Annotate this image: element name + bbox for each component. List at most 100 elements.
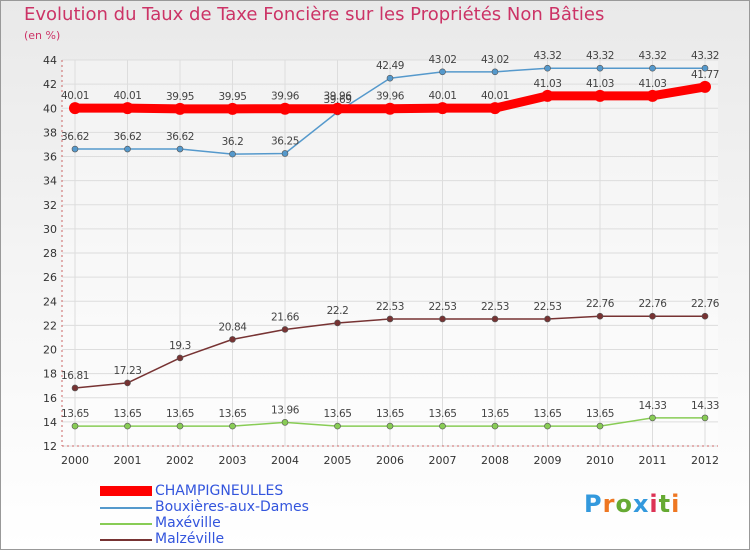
x-tick-label: 2012 xyxy=(691,454,719,467)
x-tick-label: 2006 xyxy=(376,454,404,467)
data-label: 42.49 xyxy=(376,60,404,72)
data-point xyxy=(439,422,446,430)
data-point xyxy=(386,315,394,323)
logo-letter: x xyxy=(632,490,650,518)
data-label: 13.65 xyxy=(376,408,404,420)
data-label: 22.76 xyxy=(691,298,720,310)
data-point xyxy=(646,89,659,102)
legend-swatch-malzeville xyxy=(100,539,152,541)
data-label: 22.76 xyxy=(638,298,667,310)
data-point xyxy=(701,414,709,422)
data-point xyxy=(491,315,499,323)
y-tick-label: 14 xyxy=(43,416,57,429)
data-label: 13.65 xyxy=(113,408,141,420)
data-point xyxy=(649,312,656,320)
data-label: 13.65 xyxy=(166,408,194,420)
data-point xyxy=(491,68,499,76)
x-tick-label: 2007 xyxy=(429,454,457,467)
data-point xyxy=(384,102,396,115)
x-tick-label: 2009 xyxy=(534,454,562,467)
data-label: 22.53 xyxy=(428,301,456,313)
legend-swatch-champigneulles xyxy=(100,486,152,496)
logo-letter: i xyxy=(671,490,681,518)
legend-label-champigneulles: CHAMPIGNEULLES xyxy=(155,483,284,499)
data-point xyxy=(544,422,551,430)
data-point xyxy=(124,422,131,430)
data-label: 36.62 xyxy=(61,131,89,143)
y-tick-label: 36 xyxy=(43,151,57,164)
y-tick-label: 22 xyxy=(43,319,57,332)
data-point xyxy=(544,64,551,72)
data-label: 17.23 xyxy=(113,365,141,377)
legend-label-malzeville: Malzéville xyxy=(155,531,225,547)
data-point xyxy=(71,145,79,153)
data-label: 39.95 xyxy=(166,91,194,103)
y-tick-label: 38 xyxy=(43,126,57,139)
legend-label-maxeville: Maxéville xyxy=(155,515,221,531)
logo-letter: P xyxy=(584,490,603,518)
data-label: 36.2 xyxy=(222,136,244,148)
data-label: 36.62 xyxy=(166,131,194,143)
data-point xyxy=(229,336,236,343)
data-label: 13.65 xyxy=(218,408,246,420)
data-point xyxy=(489,102,501,115)
data-label: 22.53 xyxy=(481,301,509,313)
x-tick-label: 2010 xyxy=(586,454,614,467)
data-label: 41.03 xyxy=(533,78,561,90)
data-label: 39.96 xyxy=(323,91,352,103)
x-tick-label: 2003 xyxy=(219,454,247,467)
x-tick-label: 2004 xyxy=(271,454,299,467)
data-label: 39.69 xyxy=(323,94,351,106)
logo-letter: r xyxy=(602,490,616,518)
data-point xyxy=(596,64,604,72)
data-label: 39.96 xyxy=(376,91,405,103)
data-point xyxy=(649,414,656,422)
data-point xyxy=(541,89,554,102)
y-tick-label: 32 xyxy=(43,199,57,212)
data-label: 40.01 xyxy=(428,90,456,102)
data-label: 13.65 xyxy=(586,408,614,420)
data-point xyxy=(226,102,239,115)
data-point xyxy=(124,145,131,153)
x-tick-label: 2002 xyxy=(166,454,194,467)
chart-subtitle: (en %) xyxy=(24,29,61,42)
data-label: 13.96 xyxy=(271,404,300,416)
data-label: 43.32 xyxy=(691,50,719,62)
data-label: 13.65 xyxy=(323,408,351,420)
y-tick-label: 16 xyxy=(43,392,57,405)
data-label: 41.03 xyxy=(638,78,666,90)
data-point xyxy=(699,80,711,93)
y-tick-label: 24 xyxy=(43,295,57,308)
logo-letter: o xyxy=(615,490,633,518)
data-point xyxy=(174,102,186,115)
x-tick-label: 2001 xyxy=(114,454,142,467)
data-point xyxy=(701,64,709,72)
y-tick-label: 44 xyxy=(43,54,57,67)
data-label: 40.01 xyxy=(481,90,509,102)
data-point xyxy=(279,102,291,115)
data-point xyxy=(334,319,341,327)
data-label: 43.02 xyxy=(481,54,509,66)
data-label: 39.95 xyxy=(218,91,246,103)
data-point xyxy=(491,422,499,430)
data-label: 20.84 xyxy=(218,321,247,333)
x-tick-label: 2005 xyxy=(324,454,352,467)
x-tick-label: 2000 xyxy=(61,454,89,467)
data-point xyxy=(229,422,236,430)
data-label: 40.01 xyxy=(61,90,89,102)
data-point xyxy=(176,422,184,430)
legend-label-bouxieres: Bouxières-aux-Dames xyxy=(155,499,309,515)
y-tick-label: 28 xyxy=(43,247,57,260)
data-label: 13.65 xyxy=(481,408,509,420)
data-point xyxy=(121,102,134,115)
chart-title: Evolution du Taux de Taxe Foncière sur l… xyxy=(24,4,605,25)
data-label: 21.66 xyxy=(271,311,300,323)
data-label: 13.65 xyxy=(61,408,89,420)
data-label: 19.3 xyxy=(169,340,191,352)
y-tick-label: 18 xyxy=(43,368,57,381)
data-point xyxy=(334,422,341,430)
data-point xyxy=(386,74,394,82)
data-point xyxy=(69,102,81,115)
data-point xyxy=(439,68,446,76)
